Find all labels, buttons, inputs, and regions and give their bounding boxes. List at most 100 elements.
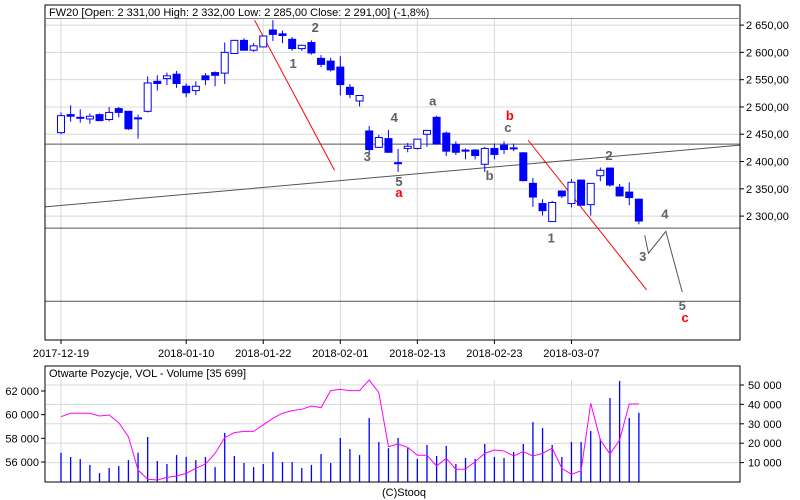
candle-body (134, 117, 143, 120)
price-tick-label: 2 350,00 (746, 184, 789, 196)
candle (538, 199, 547, 216)
wave-label: 5 (679, 298, 686, 313)
candle-body (432, 116, 441, 145)
candle (336, 56, 345, 96)
candle-body (413, 138, 422, 149)
candle-body (422, 129, 431, 135)
copyright-footer: (C)Stooq (382, 487, 426, 499)
main-panel-frame (44, 4, 741, 341)
lower-header-box (46, 367, 252, 379)
open-interest-tick-label: 58 000 (5, 433, 39, 445)
price-tick-label: 2 650,00 (746, 20, 789, 32)
candle (365, 126, 374, 154)
candle-body (124, 110, 133, 130)
candle (172, 70, 181, 88)
trend-line (44, 144, 741, 208)
candle (56, 112, 65, 135)
candle-body (471, 149, 480, 157)
candle-body (56, 115, 65, 134)
candle-body (268, 29, 277, 35)
candle-body (394, 162, 403, 165)
wave-label: c (681, 310, 688, 325)
candle (461, 148, 470, 160)
candle (394, 148, 403, 172)
wave-label: c (504, 120, 511, 135)
red-trend-line (527, 139, 647, 291)
candle (153, 75, 162, 91)
candle-body (519, 152, 528, 182)
candle (480, 146, 489, 172)
candle (519, 152, 528, 182)
candle-body (596, 169, 605, 177)
candle (268, 20, 277, 41)
candle-body (500, 144, 509, 151)
candle (143, 76, 152, 113)
date-tick-label: 2017-12-19 (33, 348, 89, 360)
candle-body (538, 203, 547, 212)
candle (124, 110, 133, 130)
candle-body (461, 149, 470, 152)
candle (355, 94, 364, 107)
lower-panel-header: Otwarte Pozycje, VOL - Volume [35 699] (49, 368, 246, 380)
open-interest-tick-label: 56 000 (5, 457, 39, 469)
candle (230, 39, 239, 55)
candle-body (577, 179, 586, 206)
wave-label: a (429, 93, 437, 108)
wave-label: b (486, 168, 494, 183)
candle (586, 182, 595, 216)
candle-body (528, 182, 537, 198)
main-gridlines (45, 18, 740, 340)
candles (56, 20, 643, 225)
candle (345, 84, 354, 99)
candle (490, 143, 499, 160)
candle (605, 167, 614, 187)
candle (297, 44, 306, 51)
wave-label: 4 (661, 206, 669, 221)
candle-body (249, 45, 258, 51)
candle-body (451, 144, 460, 153)
candle-body (85, 115, 94, 120)
wave-label: 5 (395, 174, 402, 189)
candle-body (220, 51, 229, 74)
date-tick-label: 2018-01-22 (235, 348, 291, 360)
chart-header: FW20 [Open: 2 331,00 High: 2 332,00 Low:… (49, 7, 429, 19)
wave-label: b (506, 108, 514, 123)
candle-body (153, 80, 162, 84)
candle (220, 42, 229, 85)
candle (259, 35, 268, 48)
candle-body (201, 75, 210, 81)
annotations (44, 19, 741, 302)
candle-body (143, 82, 152, 112)
date-tick-label: 2018-03-07 (543, 348, 599, 360)
candle-body (374, 137, 383, 148)
candle-body (586, 182, 595, 206)
candle (134, 114, 143, 139)
candle (384, 129, 393, 153)
candle (307, 40, 316, 55)
candle-body (172, 73, 181, 84)
price-tick-label: 2 550,00 (746, 75, 789, 87)
candle (326, 57, 335, 72)
candle (76, 109, 85, 123)
candle (577, 179, 586, 206)
candle-body (239, 39, 248, 51)
volume-tick-label: 20 000 (748, 438, 782, 450)
header-box (46, 6, 398, 18)
candle-body (567, 181, 576, 205)
candle (66, 105, 75, 122)
candle-body (480, 147, 489, 165)
candle (422, 129, 431, 147)
candle (528, 177, 537, 207)
candle (403, 142, 412, 153)
volume-tick-label: 10 000 (748, 458, 782, 470)
price-tick-label: 2 300,00 (746, 211, 789, 223)
wave-label: 3 (639, 249, 646, 264)
candle (288, 37, 297, 51)
candle-body (307, 42, 316, 54)
wave-label: 4 (391, 110, 399, 125)
volume-tick-label: 40 000 (748, 399, 782, 411)
candle-body (297, 44, 306, 50)
candle (432, 115, 441, 145)
candle-body (162, 75, 171, 80)
candle-body (345, 86, 354, 95)
